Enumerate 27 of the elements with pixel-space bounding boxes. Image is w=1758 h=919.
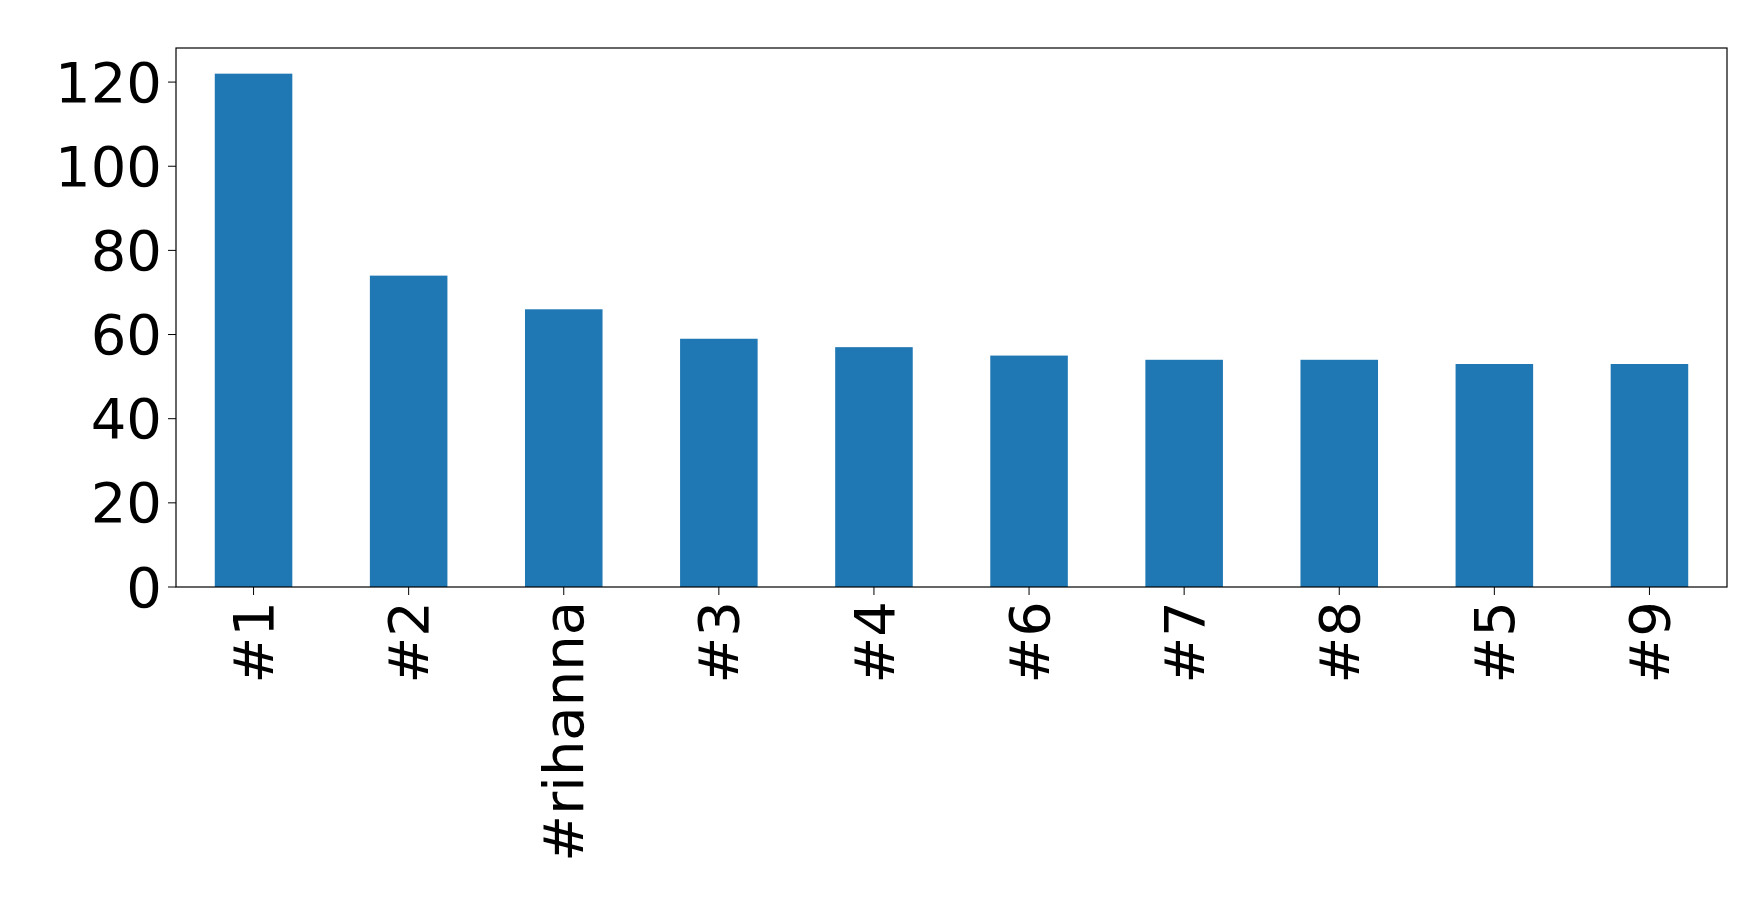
x-tick-label: #4 bbox=[841, 601, 907, 684]
x-tick-label: #8 bbox=[1306, 601, 1372, 684]
x-tick-label: #6 bbox=[996, 601, 1062, 684]
bar bbox=[1300, 359, 1379, 587]
bar bbox=[369, 275, 448, 587]
y-tick-label: 120 bbox=[55, 49, 162, 115]
x-tick-label: #5 bbox=[1461, 601, 1527, 684]
bar bbox=[524, 309, 603, 587]
y-tick-label: 60 bbox=[90, 302, 162, 368]
x-tick-label: #2 bbox=[376, 601, 442, 684]
bar bbox=[1145, 359, 1223, 587]
x-tick-label: #rihanna bbox=[531, 601, 597, 862]
bar bbox=[1455, 364, 1534, 587]
bar bbox=[214, 73, 293, 587]
y-tick-label: 80 bbox=[90, 217, 162, 283]
y-tick-label: 100 bbox=[55, 133, 162, 199]
y-tick-label: 40 bbox=[90, 386, 162, 452]
bar bbox=[680, 338, 758, 587]
bar bbox=[1610, 364, 1689, 587]
x-tick-label: #3 bbox=[686, 601, 752, 684]
y-tick-label: 20 bbox=[90, 470, 162, 536]
y-tick-label: 0 bbox=[126, 554, 162, 620]
x-tick-label: #9 bbox=[1617, 601, 1683, 684]
x-tick-label: #1 bbox=[221, 601, 287, 684]
bar bbox=[835, 347, 913, 587]
x-tick-label: #7 bbox=[1151, 601, 1217, 684]
bar bbox=[990, 355, 1068, 587]
